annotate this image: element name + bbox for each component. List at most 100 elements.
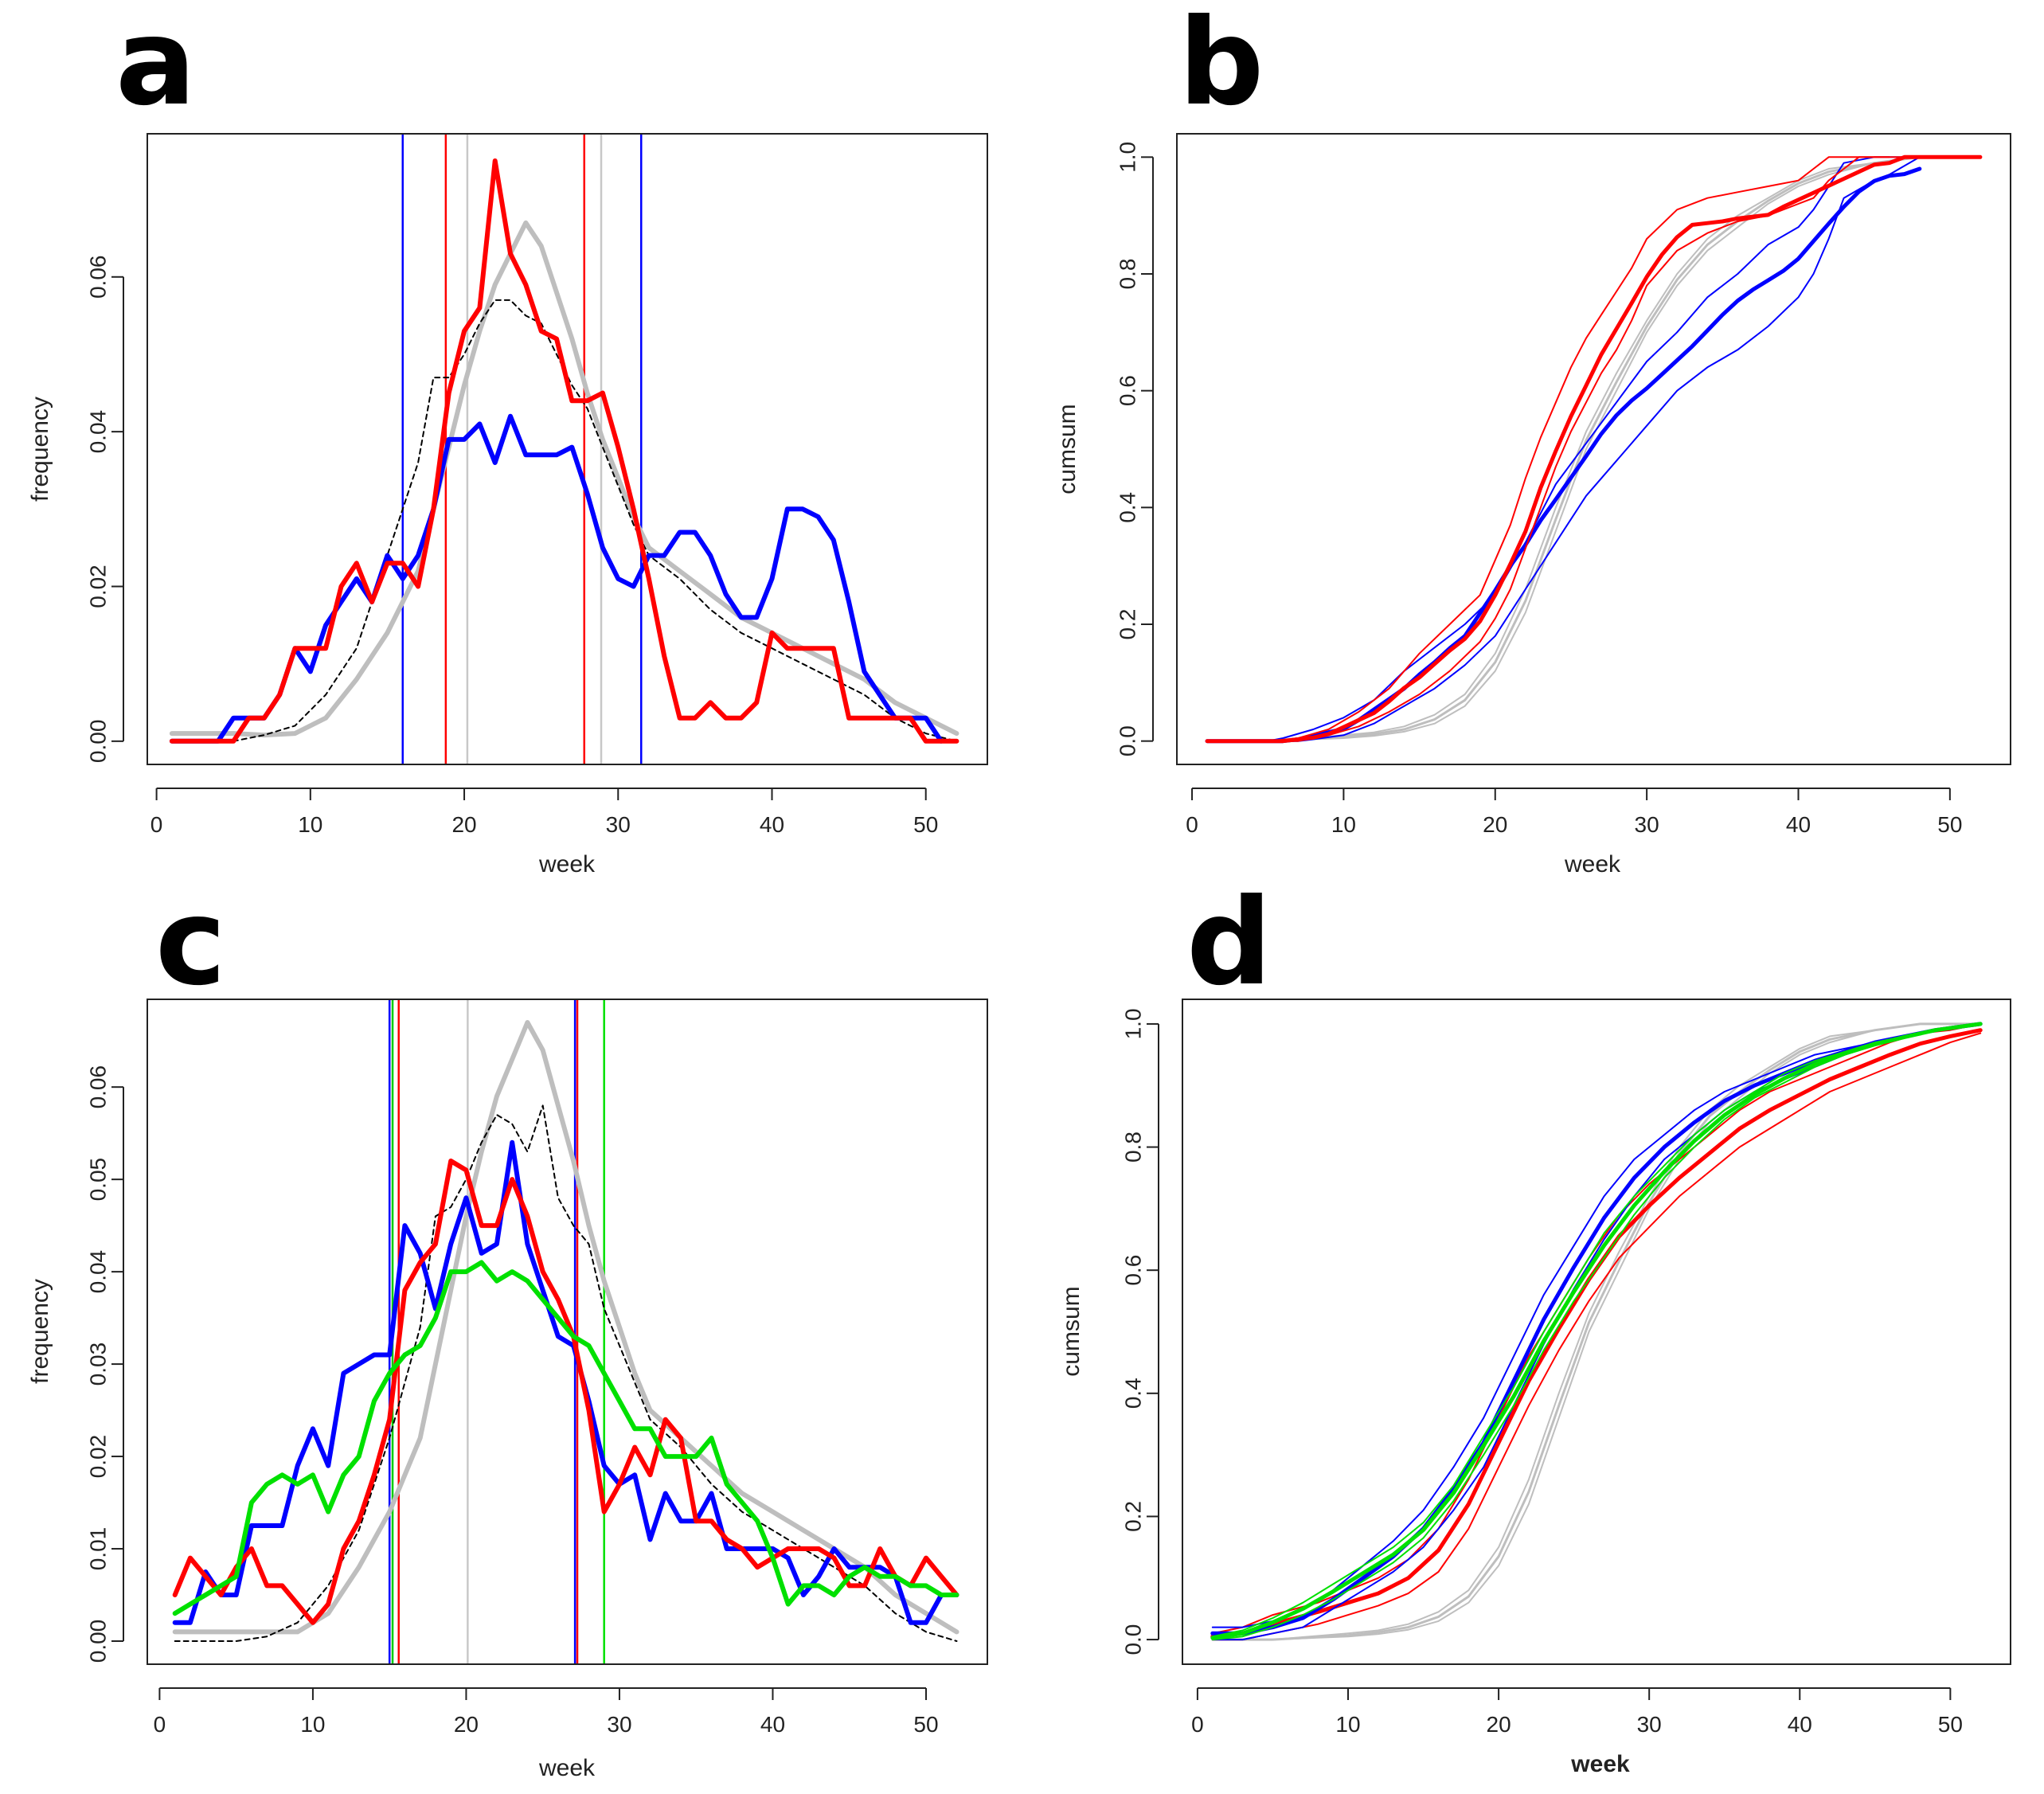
y-axis-a: 0.00 0.02 0.04 0.06 bbox=[86, 256, 124, 764]
y-tick-label-d-4: 0.8 bbox=[1121, 1132, 1146, 1163]
x-tick-label-c-5: 50 bbox=[913, 1712, 938, 1737]
x-tick-label-c-4: 40 bbox=[760, 1712, 785, 1737]
series-line-b-3 bbox=[1206, 156, 1921, 742]
series-line-b-2 bbox=[1206, 155, 1982, 743]
y-tick-label-a-0: 0.00 bbox=[86, 720, 111, 764]
x-tick-label-c-1: 10 bbox=[300, 1712, 325, 1737]
y-tick-label-c-3: 0.03 bbox=[86, 1343, 111, 1386]
x-tick-label-b-4: 40 bbox=[1786, 812, 1811, 837]
series-line-b-6 bbox=[1206, 156, 1890, 742]
series-line-c-2 bbox=[172, 1139, 959, 1625]
x-axis-b: 0 10 20 30 40 50 bbox=[1186, 788, 1962, 837]
plot-b: 0 10 20 30 40 50 0.0 0.2 0.4 0.6 0.8 1.0 bbox=[1116, 133, 2011, 837]
y-axis-c: 0.00 0.01 0.02 0.03 0.04 0.05 0.06 bbox=[86, 1065, 124, 1663]
x-tick-label-b-2: 20 bbox=[1483, 812, 1507, 837]
x-tick-label-d-0: 0 bbox=[1191, 1712, 1204, 1737]
x-tick-label-b-3: 30 bbox=[1635, 812, 1659, 837]
x-tick-label-a-0: 0 bbox=[150, 812, 163, 837]
y-axis-b: 0.0 0.2 0.4 0.6 0.8 1.0 bbox=[1116, 142, 1154, 756]
series-line-c-1 bbox=[174, 1104, 958, 1642]
y-tick-label-a-2: 0.04 bbox=[86, 410, 111, 454]
y-tick-label-b-1: 0.2 bbox=[1116, 609, 1140, 640]
y-tick-label-a-3: 0.06 bbox=[86, 256, 111, 299]
x-axis-a: 0 10 20 30 40 50 bbox=[150, 788, 938, 837]
x-tick-label-b-5: 50 bbox=[1937, 812, 1962, 837]
plot-frame-a bbox=[147, 133, 988, 765]
y-tick-label-a-1: 0.02 bbox=[86, 565, 111, 608]
series-line-d-2 bbox=[1211, 1022, 1982, 1641]
series-line-d-4 bbox=[1211, 1022, 1982, 1635]
x-tick-label-a-3: 30 bbox=[606, 812, 631, 837]
y-tick-label-d-2: 0.4 bbox=[1121, 1378, 1146, 1409]
plot-c: 0 10 20 30 40 50 0.00 0.01 0.02 0.03 0.04 0.05 0.06 bbox=[86, 999, 988, 1737]
series-line-b-7 bbox=[1206, 156, 1921, 742]
y-tick-label-c-6: 0.06 bbox=[86, 1065, 111, 1109]
x-tick-label-a-4: 40 bbox=[760, 812, 784, 837]
plot-area-d bbox=[1210, 1022, 1983, 1641]
series-line-d-3 bbox=[1211, 1032, 1982, 1641]
y-tick-label-d-0: 0.0 bbox=[1121, 1624, 1146, 1655]
series-line-b-0 bbox=[1206, 156, 1981, 742]
plot-frame-c bbox=[147, 999, 988, 1665]
y-axis-d: 0.0 0.2 0.4 0.6 0.8 1.0 bbox=[1121, 1008, 1159, 1655]
y-axis-label-b: cumsum bbox=[1054, 404, 1081, 494]
x-tick-label-d-3: 30 bbox=[1637, 1712, 1662, 1737]
panel-letter-b: b bbox=[1178, 0, 1264, 132]
series-line-d-11 bbox=[1210, 1022, 1983, 1640]
series-line-b-8 bbox=[1205, 154, 1983, 744]
series-line-c-4 bbox=[172, 1260, 959, 1616]
x-axis-c: 0 10 20 30 40 50 bbox=[154, 1687, 939, 1737]
y-tick-label-b-2: 0.4 bbox=[1116, 492, 1140, 523]
x-tick-label-b-0: 0 bbox=[1186, 812, 1198, 837]
x-tick-label-b-1: 10 bbox=[1331, 812, 1356, 837]
series-line-a-2 bbox=[169, 413, 944, 744]
plot-a: 0 10 20 30 40 50 0.00 0.02 0.04 0.06 bbox=[86, 133, 988, 837]
series-line-a-0 bbox=[169, 220, 959, 738]
series-line-a-1 bbox=[170, 299, 958, 742]
x-tick-label-d-4: 40 bbox=[1788, 1712, 1812, 1737]
y-tick-label-c-1: 0.01 bbox=[86, 1527, 111, 1571]
panel-letter-a: a bbox=[115, 0, 196, 132]
x-tick-label-d-2: 20 bbox=[1487, 1712, 1511, 1737]
panel-c: c 0 10 20 30 40 500.000.010.020.030.040.050.0… bbox=[27, 874, 988, 1781]
y-tick-label-c-5: 0.05 bbox=[86, 1158, 111, 1202]
x-tick-label-d-1: 10 bbox=[1335, 1712, 1360, 1737]
plot-d: 0 10 20 30 40 50 0.0 0.2 0.4 0.6 0.8 1.0 bbox=[1121, 999, 2011, 1737]
x-tick-label-a-2: 20 bbox=[451, 812, 476, 837]
y-tick-label-c-2: 0.02 bbox=[86, 1435, 111, 1479]
panel-letter-c: c bbox=[155, 874, 226, 1012]
y-axis-label-c: frequency bbox=[27, 1279, 53, 1384]
y-axis-label-a: frequency bbox=[27, 397, 53, 502]
plot-frame-d bbox=[1182, 999, 2011, 1665]
plot-area-b bbox=[1205, 154, 1983, 744]
x-axis-label-b: week bbox=[1564, 851, 1621, 877]
x-tick-label-c-2: 20 bbox=[454, 1712, 479, 1737]
x-axis-label-d: week bbox=[1570, 1751, 1630, 1777]
series-line-b-4 bbox=[1206, 156, 1921, 742]
x-tick-label-a-1: 10 bbox=[298, 812, 322, 837]
series-line-d-0 bbox=[1211, 1022, 1982, 1641]
panel-letter-d: d bbox=[1186, 874, 1272, 1012]
y-tick-label-d-5: 1.0 bbox=[1121, 1008, 1146, 1039]
y-axis-label-d: cumsum bbox=[1058, 1286, 1085, 1376]
x-axis-label-c: week bbox=[538, 1755, 596, 1781]
plot-area-a bbox=[169, 134, 959, 764]
plot-frame-b bbox=[1176, 133, 2011, 765]
series-line-a-3 bbox=[169, 158, 959, 744]
plot-area-c bbox=[172, 999, 959, 1664]
x-tick-label-c-0: 0 bbox=[154, 1712, 166, 1737]
series-line-b-1 bbox=[1206, 156, 1981, 742]
series-line-c-0 bbox=[172, 1020, 959, 1635]
y-tick-label-c-4: 0.04 bbox=[86, 1250, 111, 1294]
series-line-c-3 bbox=[172, 1159, 959, 1625]
x-axis-label-a: week bbox=[538, 851, 596, 877]
y-tick-label-b-0: 0.0 bbox=[1116, 725, 1140, 756]
x-tick-label-d-5: 50 bbox=[1938, 1712, 1963, 1737]
y-tick-label-c-0: 0.00 bbox=[86, 1620, 111, 1663]
panel-d: d 0 10 20 30 40 50 0.0 0.2 0.4 0.6 0.8 1.0 week cum… bbox=[1058, 874, 2011, 1777]
x-tick-label-c-3: 30 bbox=[607, 1712, 631, 1737]
series-line-d-1 bbox=[1211, 1022, 1982, 1641]
panel-b: b 0 10 20 30 40 50 0.0 0.2 0.4 0.6 0.8 1.0 week cum… bbox=[1054, 0, 2011, 877]
y-tick-label-b-5: 1.0 bbox=[1116, 142, 1140, 173]
